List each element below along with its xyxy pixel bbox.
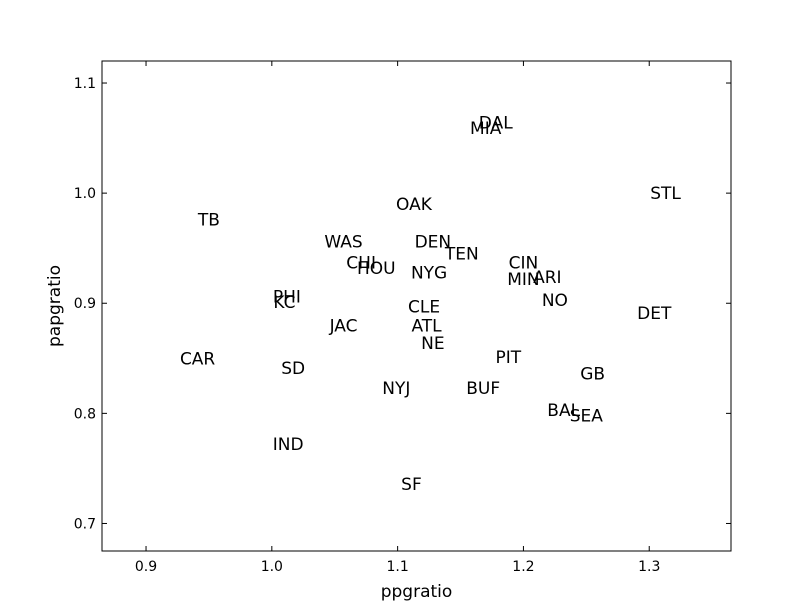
y-tick-label: 1.0 [74,186,96,202]
data-point-pit: PIT [496,348,522,368]
data-point-cle: CLE [408,298,440,318]
data-point-ten: TEN [444,245,479,265]
x-tick-label: 1.3 [638,559,660,575]
data-point-phi: PHI [273,288,301,308]
y-tick-label: 0.8 [74,406,96,422]
data-point-sf: SF [401,475,422,495]
data-point-chi: CHI [346,254,376,274]
data-point-cin: CIN [509,254,539,274]
plot-area [101,60,732,552]
data-point-ne: NE [421,334,444,354]
data-point-tb: TB [197,211,220,231]
data-point-bal: BAL [547,401,580,421]
data-point-oak: OAK [396,195,433,215]
data-point-atl: ATL [411,316,442,336]
data-point-buf: BUF [466,379,500,399]
data-point-nyj: NYJ [382,379,410,399]
data-point-den: DEN [415,233,452,253]
data-point-sd: SD [281,359,305,379]
data-point-jac: JAC [329,316,358,336]
data-point-min: MIN [507,270,539,290]
data-point-ari: ARI [533,268,561,288]
data-point-gb: GB [580,365,605,385]
x-tick-label: 0.9 [135,559,157,575]
y-tick-label: 0.9 [74,296,96,312]
y-tick-label: 1.1 [74,76,96,92]
data-point-hou: HOU [357,259,396,279]
x-tick-label: 1.0 [261,559,283,575]
data-point-was: WAS [324,233,362,253]
data-point-mia: MIA [470,119,502,139]
x-axis-label: ppgratio [381,582,453,602]
axis-ticks: 0.9 1.0 1.1 1.2 1.3 0.7 0.8 0.9 1.0 1.1 [74,61,731,575]
y-tick-label: 0.7 [74,516,96,532]
data-point-ind: IND [273,435,304,455]
x-tick-label: 1.1 [386,559,408,575]
data-point-dal: DAL [479,114,513,134]
data-point-no: NO [542,291,568,311]
data-point-nyg: NYG [411,263,447,283]
data-point-car: CAR [180,349,215,369]
data-point-det: DET [637,304,672,324]
data-point-kc: KC [273,293,295,313]
x-tick-label: 1.2 [512,559,534,575]
y-axis-label: papgratio [45,265,65,347]
data-point-sea: SEA [570,407,604,427]
data-point-stl: STL [650,184,681,204]
